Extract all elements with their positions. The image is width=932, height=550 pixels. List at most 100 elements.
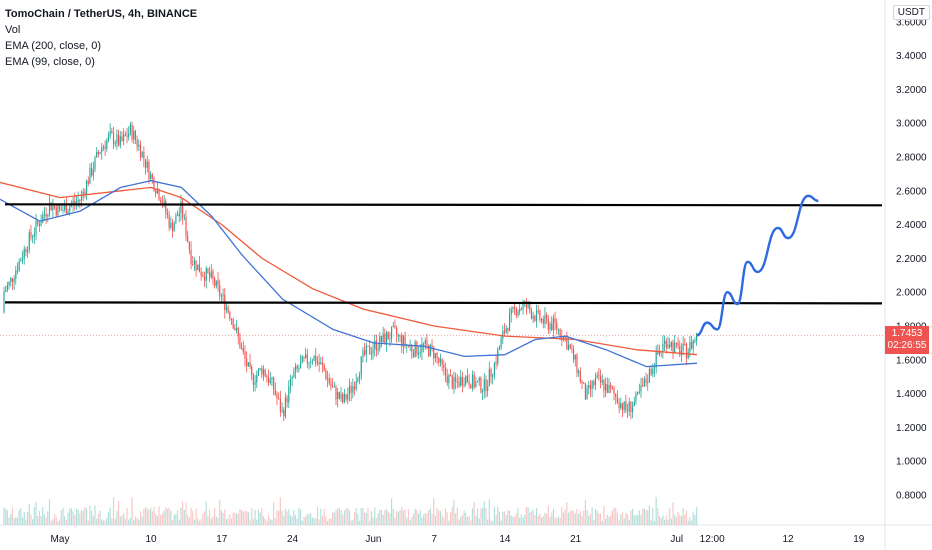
volume-bar (59, 519, 61, 525)
volume-bar (69, 508, 71, 525)
support-resistance-line[interactable] (4, 301, 883, 305)
candle-body (106, 140, 108, 149)
volume-bar (175, 514, 177, 525)
candle-body (475, 382, 477, 388)
candle-body (64, 205, 66, 211)
candle-body (648, 368, 651, 383)
price-tick-label: 2.0000 (896, 288, 927, 299)
volume-bar (124, 519, 126, 525)
volume-bar (375, 517, 378, 525)
candle-body (348, 386, 351, 395)
volume-bar (616, 512, 618, 525)
candle-body (276, 394, 278, 399)
volume-bar (357, 513, 359, 525)
candle-body (540, 318, 543, 321)
volume-bar (530, 511, 533, 525)
candle-body (532, 315, 534, 319)
price-tick-label: 1.4000 (896, 389, 927, 400)
candle-body (141, 151, 143, 158)
candle-body (146, 161, 148, 168)
candle-body (332, 386, 334, 388)
volume-bar (640, 514, 642, 525)
candle-body (446, 375, 448, 384)
candle-body (692, 340, 694, 349)
volume-bar (55, 516, 57, 525)
volume-bar (556, 518, 558, 525)
volume-bar (423, 514, 425, 525)
candle-body (530, 310, 533, 319)
candle-body (372, 348, 374, 354)
legend: TomoChain / TetherUS, 4h, BINANCE Vol EM… (5, 6, 197, 70)
candle-body (247, 362, 249, 367)
volume-bar (203, 511, 206, 525)
volume-bar (468, 515, 470, 525)
candle-body (313, 356, 315, 361)
candle-body (65, 205, 67, 214)
volume-bar (399, 510, 401, 525)
projection-path[interactable] (696, 194, 819, 337)
volume-bar (631, 508, 634, 525)
candle-body (320, 362, 322, 365)
candle-body (493, 362, 495, 376)
volume-bar (310, 513, 312, 525)
volume-bar (599, 513, 602, 525)
volume-bar (684, 514, 686, 525)
candle-body (525, 301, 527, 308)
candle-body (391, 327, 393, 339)
volume-bar (109, 507, 111, 525)
time-tick-label: 10 (145, 534, 157, 545)
volume-bar (200, 519, 202, 525)
candle-body (311, 360, 313, 362)
volume-bar (284, 508, 287, 525)
volume-bar (562, 512, 565, 525)
candle-body (69, 206, 71, 212)
volume-bar (102, 520, 105, 525)
candle-body (439, 358, 442, 363)
volume-bar (648, 505, 651, 525)
candle-body (586, 387, 588, 400)
price-unit-label[interactable]: USDT (892, 5, 930, 20)
candle-body (283, 410, 285, 417)
candle-body (416, 342, 418, 355)
volume-bar (547, 505, 549, 525)
volume-bar (348, 510, 351, 525)
volume-bar (537, 515, 539, 525)
volume-bar (458, 519, 460, 525)
candle-body (551, 323, 553, 331)
candle-body (611, 387, 613, 389)
volume-bar (561, 507, 563, 525)
candle-body (133, 131, 135, 140)
volume-bar (377, 513, 379, 525)
candle-body (535, 310, 538, 321)
volume-bar (353, 512, 356, 525)
volume-bar (515, 513, 517, 525)
volume-bar (207, 516, 209, 525)
candle-body (515, 307, 517, 316)
candle-body (355, 381, 357, 389)
volume-bar (417, 513, 420, 525)
volume-bar (160, 515, 162, 525)
legend-ema99: EMA (99, close, 0) (5, 56, 95, 68)
volume-bar (449, 512, 452, 525)
volume-bar (220, 510, 222, 525)
volume-bar (355, 508, 357, 525)
candle-body (630, 401, 632, 413)
volume-bar (291, 516, 293, 525)
volume-bar (252, 519, 254, 525)
volume-bar (183, 509, 185, 525)
candle-body (273, 377, 275, 391)
candle-body (92, 169, 94, 176)
candle-body (384, 333, 386, 344)
volume-bar (212, 516, 214, 525)
volume-bar (227, 518, 229, 525)
candle-body (643, 378, 645, 387)
volume-bar (294, 515, 297, 525)
support-resistance-line[interactable] (4, 203, 883, 207)
volume-bar (508, 510, 511, 525)
candle-body (396, 327, 398, 336)
volume-bar (581, 516, 583, 525)
volume-bar (658, 516, 661, 525)
candle-body (192, 263, 194, 265)
candle-body (542, 318, 544, 324)
